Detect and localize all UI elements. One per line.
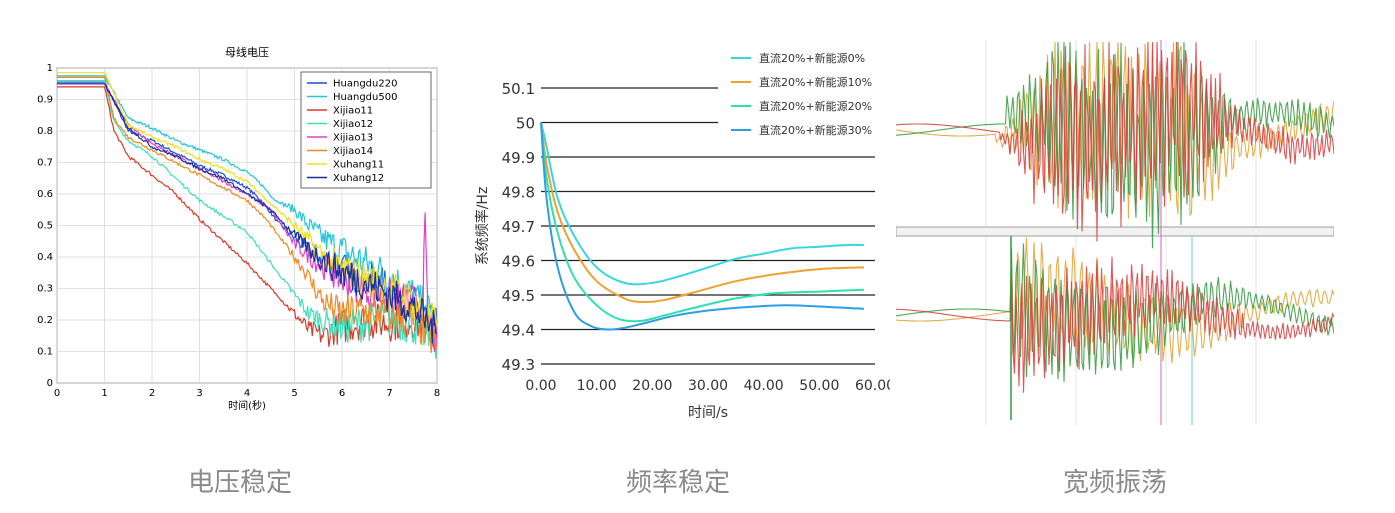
x-tick-label: 5 [291,388,297,399]
legend-label: Xijiao12 [333,119,373,130]
x-tick-label: 50.00 [799,378,839,394]
lower-green-waveform [895,243,1335,383]
y-tick-label: 50 [516,115,535,133]
chart-title: 母线电压 [225,45,269,59]
caption-voltage: 电压稳定 [187,468,292,498]
y-tick-label: 49.3 [502,356,535,374]
oscillation-waveform-image [895,40,1335,425]
legend-label: Xijiao14 [333,146,373,157]
y-tick-label: 49.7 [502,218,535,236]
legend-label: 直流20%+新能源10% [759,75,872,89]
legend-label: Xijiao11 [333,106,373,117]
y-axis-label: 系统频率/Hz [474,187,491,266]
y-tick-label: 0.8 [37,126,53,137]
y-tick-label: 49.5 [502,287,535,305]
x-tick-label: 7 [386,388,392,399]
legend-box [300,71,432,189]
x-tick-label: 10.00 [577,378,617,394]
x-tick-label: 3 [196,388,202,399]
x-tick-label: 8 [434,388,440,399]
legend-label: Xuhang12 [333,173,384,184]
y-tick-label: 0.4 [37,252,53,263]
divider-bar [895,226,1335,237]
y-tick-label: 0.1 [37,347,53,358]
y-tick-label: 49.6 [502,253,535,271]
y-tick-label: 0.6 [37,189,53,200]
series-line [57,72,438,327]
x-axis-label: 时间/s [688,405,728,421]
y-tick-label: 50.1 [502,80,535,98]
y-tick-label: 49.9 [502,149,535,167]
y-tick-label: 49.8 [502,184,535,202]
x-tick-label: 0 [54,388,60,399]
x-axis-label: 时间(秒) [228,399,266,412]
series-line [540,122,864,331]
caption-oscillation: 宽频振荡 [1062,468,1167,498]
x-tick-label: 1 [101,388,107,399]
y-tick-label: 0.2 [37,315,53,326]
voltage-chart-panel: 母线电压 0 1 2 3 4 5 6 7 8 0 0.1 0.2 0.3 0.4 0.5 0.6 0.7 0.8 0.… [20,40,450,420]
series-line [540,122,864,323]
upper-orange-waveform [895,41,1335,219]
series-line [57,83,438,344]
x-tick-label: 20.00 [632,378,672,394]
x-tick-label: 40.00 [744,378,784,394]
frequency-chart: 49.3 49.4 49.5 49.6 49.7 49.8 49.9 50 50.1 0.00 10… [474,51,895,421]
x-tick-label: 0.00 [525,378,556,394]
legend-label: Xijiao13 [333,133,373,144]
y-tick-label: 1 [47,63,53,74]
x-tick-label: 30.00 [688,378,728,394]
legend-label: 直流20%+新能源0% [759,51,865,65]
voltage-chart: 母线电压 0 1 2 3 4 5 6 7 8 0 0.1 0.2 0.3 0.4 0.5 0.6 0.7 0.8 0.… [37,45,440,412]
y-tick-label: 0 [47,378,53,389]
legend-label: 直流20%+新能源20% [759,99,872,113]
y-tick-label: 49.4 [502,322,535,340]
upper-green-waveform [895,41,1335,249]
legend-label: Huangdu220 [333,79,397,90]
x-tick-label: 4 [244,388,250,399]
series-line [540,122,864,303]
legend-label: 直流20%+新能源30% [759,123,872,137]
series-line [57,76,438,353]
x-tick-label: 60.00 [855,378,890,394]
x-tick-label: 2 [149,388,155,399]
y-tick-label: 0.5 [37,221,53,232]
x-tick-label: 6 [339,388,345,399]
y-tick-label: 0.3 [37,284,53,295]
oscillation-panel [895,40,1335,425]
upper-red-waveform [895,41,1335,242]
frequency-chart-panel: 49.3 49.4 49.5 49.6 49.7 49.8 49.9 50 50.1 0.00 10… [465,40,895,430]
y-tick-label: 0.9 [37,95,53,106]
caption-frequency: 频率稳定 [625,468,730,498]
series-line [57,79,438,359]
legend-label: Huangdu500 [333,92,397,103]
lower-red-waveform [895,256,1335,393]
series-line [540,122,864,286]
series-line [57,86,438,347]
legend-label: Xuhang11 [333,160,384,171]
y-tick-label: 0.7 [37,158,53,169]
